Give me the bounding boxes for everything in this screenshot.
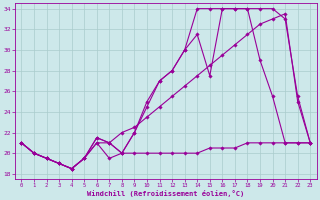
X-axis label: Windchill (Refroidissement éolien,°C): Windchill (Refroidissement éolien,°C) [87,190,244,197]
